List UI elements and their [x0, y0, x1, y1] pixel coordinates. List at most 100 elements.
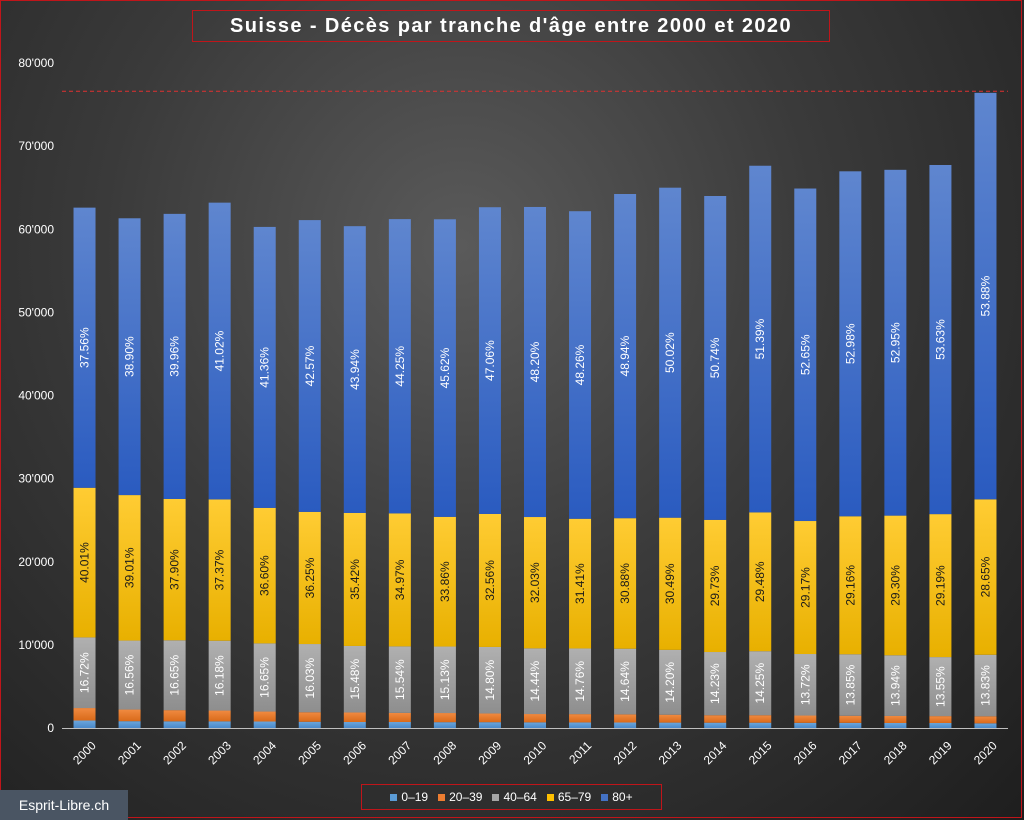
y-tick-label: 10'000 [18, 638, 54, 652]
legend-item-80-plus: 80+ [601, 790, 633, 804]
bar-segment-65-79 [749, 512, 772, 652]
data-label: 14.44% [528, 661, 542, 702]
bar-segment-20-39 [73, 708, 96, 721]
data-label: 14.64% [618, 661, 632, 702]
bar-segment-20-39 [569, 714, 592, 723]
bar-segment-0-19 [524, 722, 546, 728]
bar-segment-65-79 [298, 511, 321, 645]
data-label: 42.57% [303, 345, 317, 386]
bar-segment-20-39 [839, 715, 862, 723]
bar-segment-40-64 [163, 640, 186, 711]
bar-segment-20-39 [884, 715, 907, 724]
legend-label-40-64: 40–64 [503, 790, 537, 804]
data-label: 52.65% [798, 334, 812, 375]
x-tick-label: 2004 [250, 738, 279, 767]
legend-label-65-79: 65–79 [557, 790, 592, 804]
y-tick-label: 20'000 [18, 555, 54, 569]
bar-segment-20-39 [433, 713, 456, 723]
bar-segment-80-plus [253, 226, 276, 508]
bar-segment-40-64 [794, 654, 817, 716]
y-tick-label: 50'000 [18, 305, 54, 319]
x-tick-label: 2013 [656, 738, 685, 767]
y-tick-label: 60'000 [18, 222, 54, 236]
bar-segment-80-plus [884, 169, 907, 516]
data-label: 30.49% [663, 563, 677, 604]
bar-segment-80-plus [749, 165, 772, 513]
x-tick-label: 2003 [205, 738, 234, 767]
bar-segment-20-39 [343, 712, 366, 723]
data-label: 15.13% [438, 659, 452, 700]
data-label: 29.48% [753, 561, 767, 602]
x-axis: 2000 2001 2002 2003 2004 2005 2006 2007 2008 2009… [70, 738, 1000, 767]
data-label: 16.56% [123, 654, 137, 695]
x-tick-label: 2000 [70, 738, 99, 767]
legend-label-80-plus: 80+ [612, 790, 633, 804]
y-tick-label: 30'000 [18, 472, 54, 486]
bar-segment-65-79 [118, 495, 141, 641]
x-tick-label: 2017 [836, 738, 865, 767]
bar-segment-65-79 [253, 507, 276, 644]
bar-segment-0-19 [659, 722, 682, 728]
data-label: 36.25% [303, 557, 317, 598]
bar-segment-40-64 [614, 648, 637, 715]
x-tick-label: 2002 [160, 738, 189, 767]
data-label: 48.20% [528, 341, 542, 382]
bar-segment-20-39 [298, 712, 321, 722]
bar-segment-40-64 [208, 640, 231, 711]
data-label: 29.17% [798, 567, 812, 608]
bar-segment-80-plus [524, 206, 546, 518]
data-label: 29.73% [708, 565, 722, 606]
bar-segment-0-19 [614, 722, 637, 728]
bar-segment-0-19 [118, 721, 141, 728]
y-tick-label: 70'000 [18, 139, 54, 153]
x-tick-label: 2001 [115, 738, 144, 767]
bar-segment-0-19 [749, 722, 772, 728]
data-label: 14.23% [708, 663, 722, 704]
bar-segment-40-64 [73, 637, 96, 709]
chart-title: Suisse - Décès par tranche d'âge entre 2… [192, 10, 830, 42]
bar-segment-65-79 [659, 517, 682, 650]
bar-segment-0-19 [298, 721, 321, 728]
bar-segment-80-plus [208, 202, 231, 500]
data-label: 39.01% [123, 547, 137, 588]
legend-item-65-79: 65–79 [546, 790, 592, 804]
data-label: 34.97% [393, 559, 407, 600]
bar-segment-20-39 [659, 714, 682, 723]
data-label: 14.80% [483, 660, 497, 701]
bar-segment-20-39 [163, 710, 186, 722]
bar-segment-80-plus [163, 213, 186, 499]
bar-segment-80-plus [659, 187, 682, 518]
data-label: 13.83% [978, 665, 992, 706]
legend-label-20-39: 20–39 [449, 790, 483, 804]
bar-segment-65-79 [974, 499, 997, 655]
data-label: 48.94% [618, 335, 632, 376]
bar-segment-65-79 [704, 519, 727, 653]
bar-segment-0-19 [839, 722, 862, 728]
bar-segment-0-19 [884, 723, 907, 728]
bar-segment-80-plus [73, 207, 96, 488]
bar-segment-80-plus [298, 220, 321, 512]
bar-segment-20-39 [478, 713, 501, 723]
bar-segment-0-19 [974, 723, 997, 728]
legend-swatch-80-plus [601, 793, 609, 801]
legend-label-0-19: 0–19 [401, 790, 429, 804]
legend-swatch-20-39 [438, 793, 446, 801]
bar-segment-40-64 [388, 646, 411, 713]
bar-segment-0-19 [929, 723, 952, 728]
bar-segment-20-39 [704, 715, 727, 723]
bar-segment-20-39 [794, 715, 817, 723]
bar-segment-65-79 [884, 515, 907, 656]
data-label: 53.88% [978, 275, 992, 316]
bar-segment-65-79 [433, 516, 456, 647]
data-label: 41.36% [258, 347, 272, 388]
data-label: 30.88% [618, 563, 632, 604]
x-tick-label: 2015 [746, 738, 775, 767]
bar-segment-80-plus [839, 171, 862, 517]
data-label: 37.56% [78, 327, 92, 368]
bar-segment-20-39 [929, 716, 952, 724]
bar-segment-0-19 [163, 721, 186, 728]
bar-segment-80-plus [929, 164, 952, 515]
bar-segment-20-39 [974, 716, 997, 724]
data-label: 52.98% [843, 323, 857, 364]
x-tick-label: 2018 [881, 738, 910, 767]
